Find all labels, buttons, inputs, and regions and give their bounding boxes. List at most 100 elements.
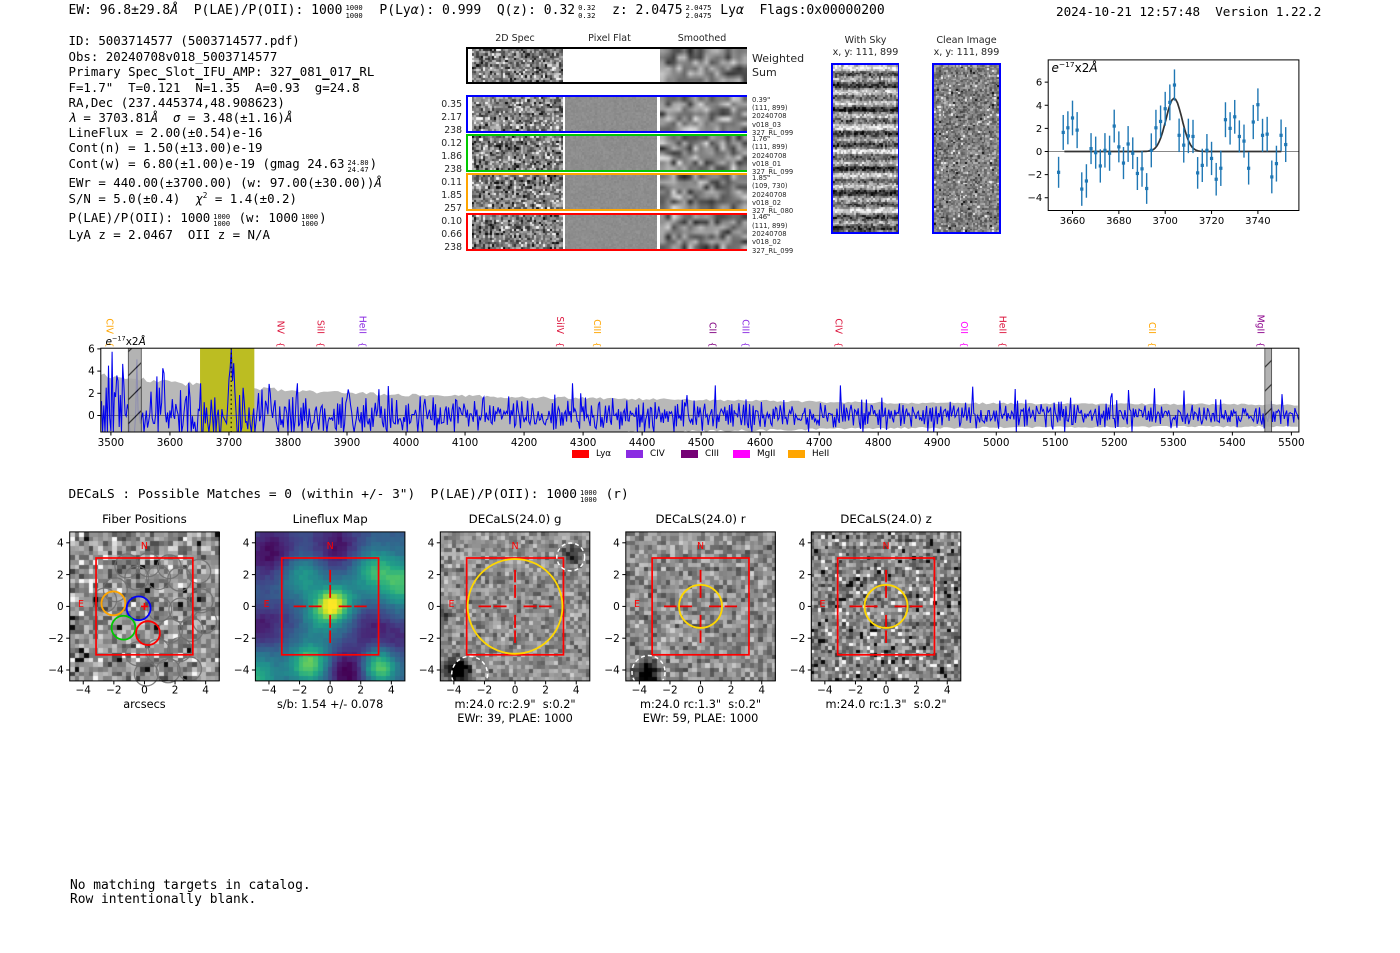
data-point — [1270, 175, 1274, 179]
x-tick-label: 4 — [944, 685, 951, 697]
row-meta-value: 327_RL_099 — [752, 246, 794, 255]
x-tick-label: 4800 — [865, 437, 891, 449]
y-tick-label: −2 — [234, 633, 249, 645]
pixel-flat-image — [565, 97, 657, 131]
x-tick-label: −2 — [662, 685, 677, 697]
flux-units-label: e−17x2Å — [1052, 61, 1098, 75]
row-meta-value: 327_RL_080 — [752, 207, 794, 216]
x-tick-label: 0 — [697, 685, 704, 697]
text-run: 3 — [225, 79, 233, 95]
y-tick-label: 0 — [428, 601, 435, 613]
summary-header-line: EW: 96.8±29.8Å P(LAE)/P(OII): 1000 1000 10… — [69, 3, 885, 20]
line-id-bracket: { — [740, 342, 750, 348]
data-point — [1251, 120, 1255, 124]
text-run: Å — [1089, 61, 1098, 75]
y-tick-label: −2 — [790, 633, 805, 645]
x-tick-label: 5000 — [983, 437, 1009, 449]
row-meta-value: (109, 730) — [752, 182, 788, 191]
x-tick-label: 4200 — [511, 437, 537, 449]
text-run: e — [105, 336, 112, 348]
y-tick-label: 0 — [57, 601, 64, 613]
frac-value: 24.80 — [347, 158, 369, 167]
x-tick-label: −2 — [848, 685, 863, 697]
spec2d-strip — [466, 212, 747, 251]
smoothed-image — [660, 175, 747, 210]
line-id-bracket: { — [554, 342, 564, 348]
x-tick-label: −2 — [477, 685, 492, 697]
text-run: =1. — [202, 79, 226, 95]
frac-value: 0.32 — [578, 3, 596, 13]
x-tick-label: 2 — [542, 685, 549, 697]
data-point — [1103, 148, 1107, 152]
cutout-title: Fiber Positions — [102, 512, 187, 526]
sky-panel-title: Clean Image — [936, 35, 997, 46]
line-id-bracket: { — [996, 342, 1006, 348]
text-run: RA,Dec (237.445374,48.908623) — [68, 94, 285, 110]
y-tick-label: 2 — [243, 569, 250, 581]
spec2d-strip — [466, 47, 747, 84]
row-meta-value: (111, 899) — [752, 143, 788, 152]
axes-frame — [100, 347, 1300, 433]
cutout-image — [440, 531, 591, 681]
footer-line: No matching targets in catalog. — [70, 877, 311, 893]
x-tick-label: −4 — [76, 685, 92, 697]
frac-value: 1000 — [580, 495, 597, 504]
row-meta-value: (111, 899) — [752, 221, 788, 230]
data-point — [1274, 162, 1279, 166]
cutout-title: Lineflux Map — [292, 512, 368, 526]
x-tick-label: 0 — [883, 685, 890, 697]
masked-band — [127, 348, 142, 433]
x-tick-label: 5200 — [1101, 437, 1127, 449]
text-run: P(LAE)/P(OII): 1000 — [178, 2, 343, 18]
highlight-band — [200, 348, 255, 432]
smoothed-image — [660, 97, 747, 131]
text-run: 5 A=0.9 — [232, 79, 293, 95]
line-id-bracket: { — [832, 342, 842, 348]
row-weight-value: 1.85 — [441, 189, 462, 201]
legend-swatch — [788, 450, 805, 458]
y-tick-label: −2 — [604, 633, 619, 645]
data-point — [1182, 143, 1186, 147]
data-point — [1186, 134, 1190, 138]
x-tick-label: −4 — [817, 685, 833, 697]
x-tick-label: 5500 — [1278, 437, 1304, 449]
y-tick-label: 6 — [88, 344, 95, 356]
line-id-bracket: { — [357, 342, 367, 348]
spec2d-row-weights: 0.12 1.86 238 — [402, 137, 462, 176]
row-weight-value: 0.35 — [441, 98, 462, 110]
text-run: g — [299, 79, 323, 95]
stacked-range-value: 24.80 24.47 — [347, 158, 369, 175]
sky-panel-coords: x, y: 111, 899 — [933, 47, 1000, 58]
x-tick-label: 0 — [141, 685, 148, 697]
timestamp-version: 2024-10-21 12:57:48 Version 1.22.2 — [1056, 4, 1322, 19]
legend-label: CIII — [705, 448, 719, 459]
data-point — [1066, 126, 1070, 130]
data-point — [1177, 133, 1181, 137]
text-run: Å — [284, 109, 293, 125]
text-run: EWr = 440.00(±3700.00) (w: 97.00(±30.00)… — [68, 174, 375, 190]
row-meta-value: v018_01 — [752, 159, 782, 168]
y-tick-label: −2 — [1027, 170, 1042, 181]
data-point — [1191, 134, 1195, 139]
y-tick-label: −4 — [419, 665, 435, 677]
cutout-image — [69, 531, 220, 681]
row-meta-value: 20240708 — [752, 151, 787, 160]
info-line: RA,Dec (237.445374,48.908623) — [69, 95, 285, 110]
x-tick-label: 4400 — [629, 437, 655, 449]
spec2d-row-meta: 1.76" (111, 899) 20240708 v018_01 327_RL_099 — [752, 135, 793, 176]
spec2d-image — [472, 49, 563, 82]
line-id-bracket: { — [1146, 342, 1156, 348]
data-point — [1247, 166, 1251, 170]
stacked-range-value: 1000 1000 — [345, 4, 362, 19]
y-tick-label: 2 — [88, 388, 95, 400]
data-point — [1214, 177, 1218, 181]
row-weight-value: 0.10 — [441, 216, 462, 228]
x-tick-label: 2 — [728, 685, 735, 697]
frac-value: 2.0475 — [685, 3, 712, 13]
text-run: Cont(n) = 1.50(±13.00)e-19 — [68, 140, 263, 155]
info-line: F=1.7" T=0.121 N=1.35 A=0.93 g=24.8 — [69, 80, 360, 95]
y-tick-label: 0 — [1036, 147, 1042, 158]
row-meta-value: 20240708 — [752, 190, 787, 199]
y-tick-label: 4 — [428, 538, 435, 550]
text-run: = 1.4(±0.2) — [207, 191, 297, 206]
